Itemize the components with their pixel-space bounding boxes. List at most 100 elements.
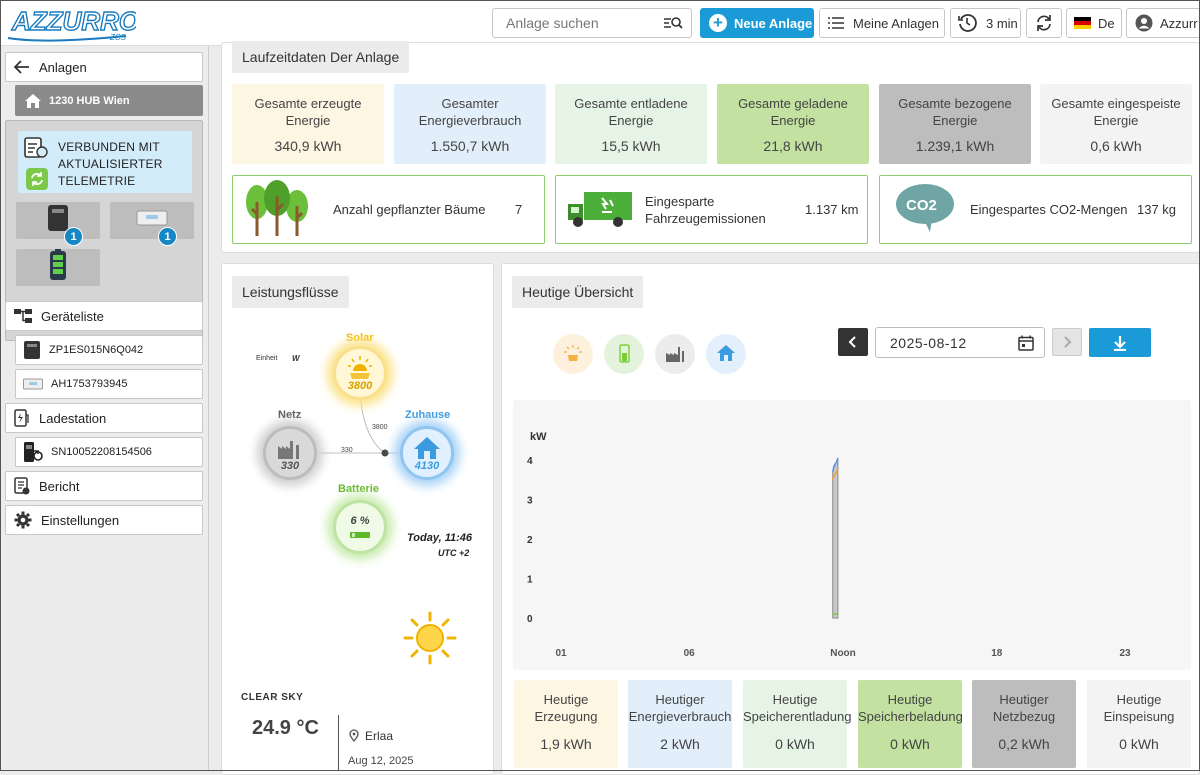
grid-line-value: 330 [341,447,353,454]
device-item-inverter[interactable]: ZP1ES015N6Q042 [15,335,203,365]
today-stat-value: 2 kWh [660,736,700,752]
user-menu-button[interactable]: Azzurr [1126,8,1200,38]
next-day-button[interactable] [1052,328,1082,356]
refresh-interval-button[interactable]: 3 min [950,8,1021,38]
device-item-charger-label: SN10052208154506 [51,446,152,458]
battery-node[interactable]: 6 % [333,500,387,554]
back-to-plants-button[interactable]: Anlagen [5,52,203,82]
co2-value: 137 kg [1137,202,1177,217]
charging-station-button[interactable]: Ladestation [5,403,203,433]
inverter-small-icon [23,340,41,360]
runtime-stat-tile: Gesamte eingespeiste Energie 0,6 kWh [1040,84,1192,164]
runtime-stat-value: 1.239,1 kWh [915,138,995,154]
list-icon [828,17,844,29]
y-tick-label: 3 [527,496,533,507]
device-list-label: Geräteliste [41,308,104,324]
search-placeholder: Anlage suchen [506,15,599,31]
consumption-area [832,457,839,619]
today-stat-label: Heutige Speicherentladung [743,692,852,724]
chevron-left-icon [848,336,856,348]
plant-search-input[interactable]: Anlage suchen [492,8,692,38]
home-icon [25,93,41,108]
language-label: De [1098,15,1115,31]
today-stat-label: Heutige Einspeisung [1103,692,1175,724]
y-tick-label: 2 [527,535,533,546]
y-tick-label: 1 [527,575,533,586]
today-stat-value: 0 kWh [1119,736,1159,752]
search-icon[interactable] [663,15,683,34]
x-tick-label: 06 [684,648,696,659]
today-stat-tile: Heutige Speicherentladung 0 kWh [743,680,852,768]
timer-label: 3 min [986,15,1018,31]
runtime-stat-label: Gesamte geladene Energie [738,96,848,128]
factory-icon [666,347,684,362]
top-bar: AZZURRO ZCS Anlage suchen + Neue Anlage … [0,0,1200,46]
main-content: Laufzeitdaten Der Anlage Gesamte erzeugt… [221,41,1200,775]
runtime-stat-label: Gesamte bezogene Energie [898,96,1012,128]
battery-device-tile[interactable] [16,249,100,286]
co2-cloud-icon: CO2 [894,182,956,239]
connection-line-2: AKTUALISIERTER [58,157,163,171]
filter-battery-button[interactable] [604,334,644,374]
download-button[interactable] [1089,328,1151,357]
today-stat-tile: Heutiger Energieverbrauch 2 kWh [628,680,732,768]
charger-small-icon [23,441,43,463]
plant-name-bar: 1230 HUB Wien [15,85,203,116]
runtime-stat-tile: Gesamter Energieverbrauch 1.550,7 kWh [394,84,546,164]
weather-date: Aug 12, 2025 [348,755,414,767]
runtime-stat-value: 340,9 kWh [274,138,342,154]
new-plant-button[interactable]: + Neue Anlage [700,8,814,38]
refresh-button[interactable] [1026,8,1062,38]
inverter-device-tile[interactable]: 1 [16,202,100,246]
date-picker[interactable]: 2025-08-12 [875,327,1045,358]
charging-station-icon [14,409,30,427]
language-selector[interactable]: De [1066,8,1122,38]
runtime-stat-value: 15,5 kWh [601,138,661,154]
today-stat-tile: Heutige Erzeugung 1,9 kWh [514,680,618,768]
date-value: 2025-08-12 [890,334,967,351]
y-tick-label: 0 [527,614,533,625]
user-label: Azzurr [1160,15,1198,31]
connection-line-1: VERBUNDEN MIT [58,140,160,154]
filter-grid-button[interactable] [655,334,695,374]
settings-button[interactable]: Einstellungen [5,505,203,535]
svg-text:AZZURRO: AZZURRO [11,6,136,36]
grid-label: Netz [278,409,302,421]
refresh-icon [1034,13,1054,33]
x-tick-label: 01 [555,648,567,659]
azzurro-logo[interactable]: AZZURRO ZCS [6,4,140,42]
home-node[interactable]: 4130 [400,426,454,480]
vehicle-emissions-card: Eingesparte Fahrzeugemissionen 1.137 km [555,175,868,244]
my-plants-button[interactable]: Meine Anlagen [819,8,945,38]
device-item-meter[interactable]: AH1753793945 [15,369,203,399]
calendar-icon[interactable] [1018,335,1034,354]
report-button[interactable]: Bericht [5,471,203,501]
home-value: 4130 [414,460,440,472]
runtime-stat-label: Gesamter Energieverbrauch [418,96,522,128]
house-icon [717,345,735,361]
today-stat-tile: Heutige Einspeisung 0 kWh [1087,680,1191,768]
solar-value: 3800 [347,380,373,392]
device-list-button[interactable]: Geräteliste [5,301,203,331]
report-icon [14,477,30,495]
runtime-card: Laufzeitdaten Der Anlage Gesamte erzeugt… [221,41,1200,253]
previous-day-button[interactable] [838,328,868,356]
gear-icon [14,511,32,529]
vehicle-label: Eingesparte Fahrzeugemissionen [645,193,766,227]
filter-solar-button[interactable] [553,334,593,374]
meter-device-tile[interactable]: 1 [110,202,194,246]
trees-value: 7 [515,202,523,217]
runtime-stat-value: 1.550,7 kWh [430,138,510,154]
solar-node[interactable]: 3800 [333,346,387,400]
filter-home-button[interactable] [706,334,746,374]
today-stat-label: Heutige Speicherbeladung [858,692,963,724]
new-plant-label: Neue Anlage [734,15,813,31]
device-item-charger[interactable]: SN10052208154506 [15,437,203,467]
home-label: Zuhause [405,409,451,421]
co2-bubble-text: CO2 [906,197,937,214]
x-tick-label: Noon [830,648,856,659]
trees-icon [243,180,313,245]
grid-node[interactable]: 330 [263,426,317,480]
today-overview-title: Heutige Übersicht [512,276,644,308]
